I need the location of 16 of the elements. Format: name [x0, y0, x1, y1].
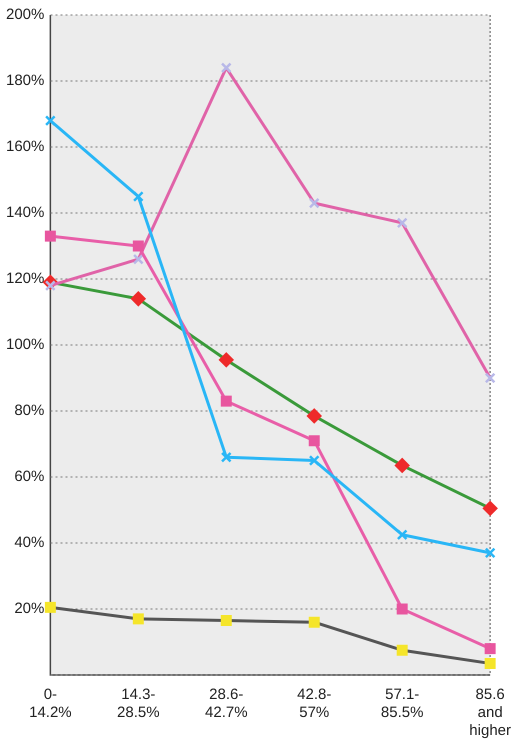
x-tick-label: 85.6 and higher [469, 686, 512, 740]
y-tick-label: 120% [6, 270, 44, 288]
x-tick-label: 0- 14.2% [29, 686, 72, 722]
y-tick-label: 40% [14, 534, 44, 552]
y-tick-label: 140% [6, 204, 44, 222]
y-tick-label: 20% [14, 600, 44, 618]
y-tick-label: 180% [6, 72, 44, 90]
y-tick-label: 200% [6, 6, 44, 24]
y-tick-label: 60% [14, 468, 44, 486]
y-tick-label: 80% [14, 402, 44, 420]
y-tick-label: 160% [6, 138, 44, 156]
x-tick-label: 42.8- 57% [297, 686, 332, 722]
y-tick-label: 100% [6, 336, 44, 354]
x-tick-label: 14.3- 28.5% [117, 686, 160, 722]
x-tick-label: 28.6- 42.7% [205, 686, 248, 722]
x-tick-label: 57.1- 85.5% [380, 686, 424, 722]
